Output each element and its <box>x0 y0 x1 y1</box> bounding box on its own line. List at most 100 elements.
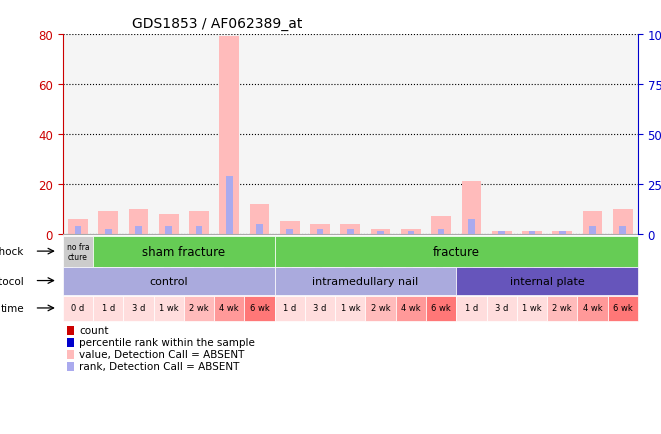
Text: GDS1853 / AF062389_at: GDS1853 / AF062389_at <box>132 17 302 31</box>
Text: 3 d: 3 d <box>313 304 327 313</box>
Bar <box>335 296 366 321</box>
Bar <box>498 232 505 234</box>
Bar <box>589 227 596 234</box>
Bar <box>492 232 512 234</box>
Bar <box>153 296 184 321</box>
Bar <box>340 224 360 234</box>
Text: internal plate: internal plate <box>510 276 584 286</box>
Bar <box>105 229 112 234</box>
Bar <box>250 204 270 234</box>
Text: 1 wk: 1 wk <box>159 304 178 313</box>
Bar <box>129 209 148 234</box>
Text: 6 wk: 6 wk <box>431 304 451 313</box>
Bar <box>438 229 444 234</box>
Text: 3 d: 3 d <box>132 304 145 313</box>
Bar <box>275 296 305 321</box>
Bar <box>63 296 93 321</box>
Bar <box>522 232 542 234</box>
Bar <box>613 209 633 234</box>
Text: 2 wk: 2 wk <box>371 304 391 313</box>
Bar <box>582 212 602 234</box>
Bar <box>196 227 202 234</box>
Text: value, Detection Call = ABSENT: value, Detection Call = ABSENT <box>79 350 245 359</box>
Text: 6 wk: 6 wk <box>613 304 633 313</box>
Text: 6 wk: 6 wk <box>250 304 270 313</box>
Bar <box>67 326 74 335</box>
Bar <box>431 217 451 234</box>
Text: 0 d: 0 d <box>71 304 85 313</box>
Text: sham fracture: sham fracture <box>142 246 225 259</box>
Text: 4 wk: 4 wk <box>401 304 420 313</box>
Text: protocol: protocol <box>0 276 24 286</box>
Bar <box>517 296 547 321</box>
Bar <box>159 214 178 234</box>
Text: time: time <box>0 303 24 313</box>
Bar <box>468 219 475 234</box>
Bar <box>214 296 245 321</box>
Bar <box>184 296 214 321</box>
Bar <box>305 296 335 321</box>
Text: 2 wk: 2 wk <box>189 304 209 313</box>
Text: intramedullary nail: intramedullary nail <box>313 276 418 286</box>
Text: control: control <box>149 276 188 286</box>
Bar <box>226 177 233 234</box>
Bar <box>577 296 607 321</box>
Bar <box>135 227 142 234</box>
Bar <box>124 296 153 321</box>
Text: 2 wk: 2 wk <box>553 304 572 313</box>
Bar <box>310 224 330 234</box>
Bar <box>619 227 626 234</box>
Bar <box>401 229 420 234</box>
Bar <box>245 296 275 321</box>
Bar <box>347 229 354 234</box>
Bar <box>67 350 74 359</box>
Bar <box>189 212 209 234</box>
Text: 4 wk: 4 wk <box>219 304 239 313</box>
Bar <box>67 362 74 371</box>
Text: rank, Detection Call = ABSENT: rank, Detection Call = ABSENT <box>79 362 239 372</box>
Bar <box>366 296 396 321</box>
Bar <box>456 268 638 295</box>
Bar <box>275 268 456 295</box>
Text: fracture: fracture <box>433 246 480 259</box>
Bar <box>559 232 566 234</box>
Bar <box>426 296 456 321</box>
Bar <box>408 232 414 234</box>
Bar <box>486 296 517 321</box>
Bar <box>456 296 486 321</box>
Bar <box>461 182 481 234</box>
Text: 1 d: 1 d <box>283 304 296 313</box>
Bar <box>75 227 81 234</box>
Bar <box>396 296 426 321</box>
Bar <box>317 229 323 234</box>
Text: percentile rank within the sample: percentile rank within the sample <box>79 338 254 348</box>
Bar <box>275 237 638 268</box>
Text: 4 wk: 4 wk <box>582 304 602 313</box>
Text: 1 d: 1 d <box>465 304 478 313</box>
Bar <box>280 222 299 234</box>
Text: no fra
cture: no fra cture <box>67 243 89 262</box>
Bar <box>219 37 239 234</box>
Bar <box>67 338 74 347</box>
Bar <box>371 229 391 234</box>
Bar <box>98 212 118 234</box>
Bar <box>68 219 88 234</box>
Bar <box>553 232 572 234</box>
Bar <box>377 232 384 234</box>
Bar <box>93 296 124 321</box>
Text: 1 d: 1 d <box>102 304 115 313</box>
Bar <box>286 229 293 234</box>
Text: shock: shock <box>0 247 24 256</box>
Bar <box>63 268 275 295</box>
Bar <box>607 296 638 321</box>
Text: 3 d: 3 d <box>495 304 508 313</box>
Bar <box>256 224 263 234</box>
Bar <box>93 237 275 268</box>
Text: count: count <box>79 326 108 335</box>
Text: 1 wk: 1 wk <box>340 304 360 313</box>
Text: 1 wk: 1 wk <box>522 304 542 313</box>
Bar <box>165 227 172 234</box>
Bar <box>63 237 93 268</box>
Bar <box>547 296 577 321</box>
Bar <box>529 232 535 234</box>
